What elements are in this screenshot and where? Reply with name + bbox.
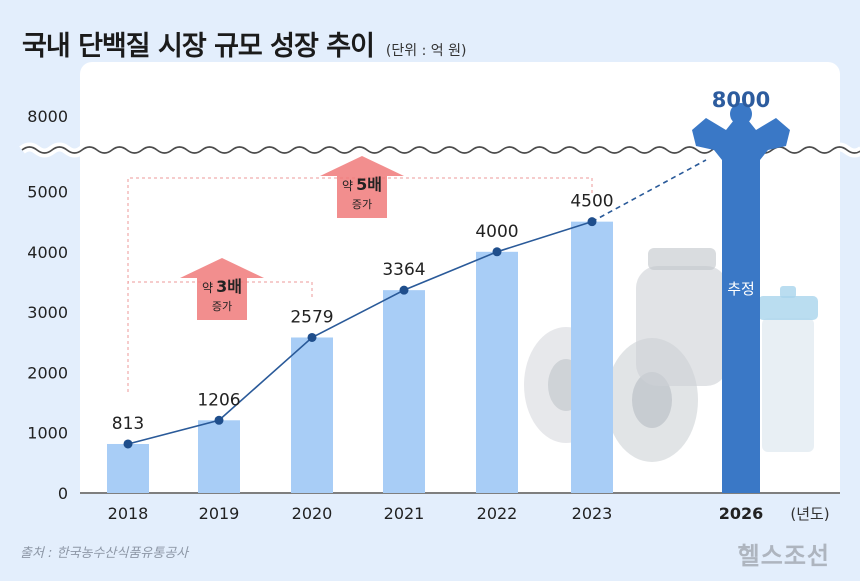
value-label: 4500 — [570, 192, 613, 212]
growth-multiplier-label: 약 5배 — [342, 175, 382, 194]
y-tick-label: 8000 — [27, 107, 68, 126]
source-note: 출처 : 한국농수산식품유통공사 — [20, 546, 189, 561]
chart-title: 국내 단백질 시장 규모 성장 추이 — [22, 31, 375, 62]
data-point — [214, 415, 224, 425]
bar — [291, 337, 333, 493]
value-label: 4000 — [475, 222, 518, 242]
brand-logo: 헬스조선 — [737, 542, 830, 570]
muscle-figure-head-icon — [730, 103, 752, 125]
growth-suffix-label: 증가 — [212, 300, 232, 313]
growth-prefix: 약 — [202, 280, 213, 295]
bar-projected — [722, 150, 760, 493]
y-tick-label: 1000 — [27, 424, 68, 443]
y-tick-label: 0 — [58, 484, 68, 503]
data-point — [307, 332, 317, 342]
value-label-projected: 8000 — [712, 88, 770, 112]
shaker-cap-icon — [780, 286, 796, 298]
x-tick-label: 2026 — [719, 504, 764, 523]
muscle-figure-icon — [692, 118, 790, 160]
projection-dashed-line — [591, 159, 707, 223]
bar — [476, 251, 518, 493]
x-tick-label: 2020 — [292, 504, 333, 523]
y-tick-label: 2000 — [27, 363, 68, 382]
growth-arrow-icon — [180, 258, 264, 320]
growth-prefix: 약 — [342, 178, 353, 193]
shaker-bottle-icon — [762, 318, 814, 452]
x-tick-label: 2018 — [108, 504, 149, 523]
chart-header: 국내 단백질 시장 규모 성장 추이 (단위 : 억 원) — [22, 24, 466, 63]
value-label: 813 — [112, 414, 144, 434]
bar — [107, 443, 149, 493]
x-tick-label: 2022 — [477, 504, 518, 523]
data-point — [587, 217, 597, 227]
x-tick-label: 2021 — [384, 504, 425, 523]
data-point — [123, 439, 133, 449]
x-tick-label: 2019 — [199, 504, 240, 523]
value-label: 3364 — [382, 260, 425, 280]
growth-suffix-label: 증가 — [352, 198, 372, 211]
trend-line — [127, 220, 593, 445]
growth-arrow-icon — [320, 156, 404, 218]
growth-multiplier: 3배 — [216, 277, 242, 296]
bar — [571, 221, 613, 493]
projected-bar-label: 추정 — [727, 280, 755, 298]
unit-label: (단위 : 억 원) — [385, 43, 467, 59]
y-tick-label: 3000 — [27, 303, 68, 322]
bar — [383, 290, 425, 493]
shaker-lid-icon — [758, 296, 818, 320]
growth-multiplier-label: 약 3배 — [202, 277, 242, 296]
bar — [198, 420, 240, 493]
x-tick-label: 2023 — [572, 504, 613, 523]
protein-jar-icon — [636, 266, 728, 386]
data-point — [399, 285, 409, 295]
x-axis-unit-label: (년도) — [790, 505, 829, 523]
data-point — [492, 247, 502, 257]
value-label: 2579 — [290, 307, 333, 327]
growth-multiplier: 5배 — [356, 175, 382, 194]
y-tick-label: 5000 — [27, 183, 68, 202]
protein-jar-lid-icon — [648, 248, 716, 270]
y-tick-label: 4000 — [27, 243, 68, 262]
value-label: 1206 — [197, 390, 240, 410]
